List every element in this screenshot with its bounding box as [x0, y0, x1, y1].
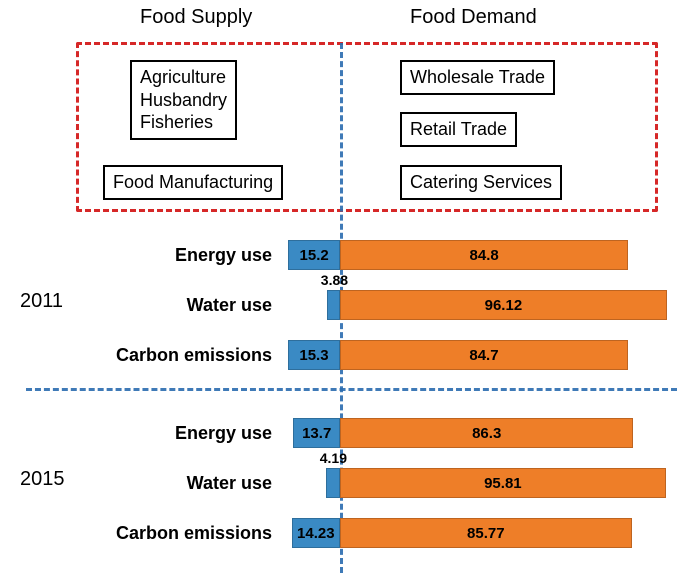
- row-2015-carbon: Carbon emissions 14.2385.77: [0, 518, 685, 548]
- demand-box-wholesale: Wholesale Trade: [400, 60, 555, 95]
- row-2015-water: Water use 4.1995.81: [0, 468, 685, 498]
- bar-wrap: 14.2385.77: [276, 518, 674, 548]
- row-label: Energy use: [74, 423, 272, 444]
- bar-segment-demand: 95.81: [340, 468, 666, 498]
- bar-wrap: 15.284.8: [276, 240, 674, 270]
- bar-wrap: 3.8896.12: [276, 290, 674, 320]
- demand-box-catering: Catering Services: [400, 165, 562, 200]
- bar-wrap: 4.1995.81: [276, 468, 674, 498]
- row-label: Water use: [74, 473, 272, 494]
- bar-segment-demand: 84.8: [340, 240, 628, 270]
- bar-segment-supply: 15.2: [288, 240, 340, 270]
- bar-wrap: 13.786.3: [276, 418, 674, 448]
- horizontal-divider: [26, 388, 677, 391]
- bar-segment-demand: 96.12: [340, 290, 667, 320]
- bar-segment-demand: 84.7: [340, 340, 628, 370]
- bar-segment-supply: 14.23: [292, 518, 340, 548]
- row-2011-carbon: Carbon emissions 15.384.7: [0, 340, 685, 370]
- bar-wrap: 15.384.7: [276, 340, 674, 370]
- supply-box-food-mfg: Food Manufacturing: [103, 165, 283, 200]
- bar-segment-supply: [327, 290, 340, 320]
- row-label: Carbon emissions: [74, 345, 272, 366]
- bar-segment-supply: 13.7: [293, 418, 340, 448]
- row-2011-energy: Energy use 15.284.8: [0, 240, 685, 270]
- figure-container: Food Supply Food Demand Agriculture Husb…: [0, 0, 685, 577]
- supply-box-agriculture: Agriculture Husbandry Fisheries: [130, 60, 237, 140]
- header-food-supply: Food Supply: [140, 6, 252, 29]
- supply-box-agriculture-text: Agriculture Husbandry Fisheries: [140, 66, 227, 134]
- row-2011-water: Water use 3.8896.12: [0, 290, 685, 320]
- row-label: Water use: [74, 295, 272, 316]
- row-2015-energy: Energy use 13.786.3: [0, 418, 685, 448]
- bar-segment-supply: [326, 468, 340, 498]
- row-label: Carbon emissions: [74, 523, 272, 544]
- bar-segment-demand: 85.77: [340, 518, 632, 548]
- demand-box-retail: Retail Trade: [400, 112, 517, 147]
- header-food-demand: Food Demand: [410, 6, 537, 29]
- bar-value-supply: 3.88: [321, 272, 348, 288]
- bar-segment-supply: 15.3: [288, 340, 340, 370]
- row-label: Energy use: [74, 245, 272, 266]
- bar-segment-demand: 86.3: [340, 418, 633, 448]
- bar-value-supply: 4.19: [320, 450, 347, 466]
